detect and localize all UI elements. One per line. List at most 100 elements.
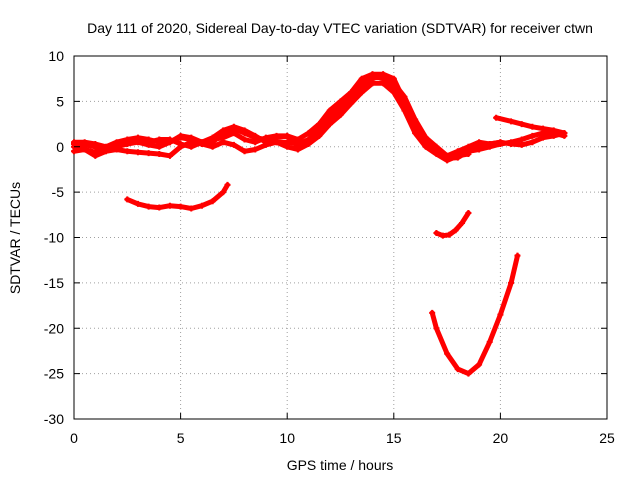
data-points <box>71 71 568 377</box>
data-point <box>71 139 77 146</box>
data-point <box>465 370 472 377</box>
data-point <box>188 205 195 212</box>
series-track-1 <box>71 73 568 159</box>
y-tick-label: -10 <box>44 230 64 246</box>
data-point <box>369 71 376 78</box>
series-line <box>71 80 471 163</box>
data-point <box>465 143 472 150</box>
series-line <box>124 182 230 211</box>
data-point <box>230 141 237 148</box>
data-point <box>166 139 173 146</box>
data-point <box>81 139 88 146</box>
data-point <box>412 121 419 128</box>
data-point <box>444 152 451 159</box>
data-point <box>230 130 237 137</box>
data-point <box>486 338 493 345</box>
data-point <box>348 89 355 96</box>
data-point <box>156 204 163 211</box>
data-point <box>433 143 440 150</box>
y-tick-label: 10 <box>48 48 64 64</box>
data-point <box>429 309 436 316</box>
data-point <box>550 132 557 139</box>
data-point <box>401 98 408 105</box>
series-track-4 <box>71 71 504 159</box>
data-point <box>294 146 301 153</box>
data-point <box>337 111 344 118</box>
data-point <box>252 146 259 153</box>
data-point <box>177 143 184 150</box>
data-point <box>358 89 365 96</box>
data-point <box>454 366 461 373</box>
data-point <box>476 361 483 368</box>
data-point <box>380 71 387 78</box>
series-track-7 <box>433 209 472 239</box>
data-point <box>316 121 323 128</box>
data-point <box>529 132 536 139</box>
series-line <box>429 253 520 377</box>
data-point <box>305 141 312 148</box>
chart-title: Day 111 of 2020, Sidereal Day-to-day VTE… <box>87 20 593 36</box>
y-tick-label: -15 <box>44 275 64 291</box>
data-point <box>412 130 419 137</box>
data-point <box>508 141 515 148</box>
data-point <box>493 114 500 121</box>
series-track-6 <box>124 181 231 212</box>
data-point <box>540 125 547 132</box>
data-point <box>294 136 301 143</box>
data-point <box>316 132 323 139</box>
data-point <box>166 152 173 159</box>
data-point <box>145 203 152 210</box>
data-point <box>230 123 237 130</box>
data-point <box>220 127 227 134</box>
data-point <box>177 203 184 210</box>
data-point <box>284 132 291 139</box>
data-point <box>433 151 440 158</box>
data-point <box>113 139 120 146</box>
data-point <box>134 149 141 156</box>
x-tick-label: 25 <box>599 430 615 446</box>
data-point <box>220 134 227 141</box>
data-point <box>262 141 269 148</box>
series-line <box>433 210 471 239</box>
data-point <box>358 75 365 82</box>
y-tick-label: -25 <box>44 366 64 382</box>
data-point <box>486 141 493 148</box>
y-tick-label: -20 <box>44 320 64 336</box>
data-point <box>124 136 131 143</box>
data-point <box>252 132 259 139</box>
data-point <box>476 139 483 146</box>
data-point <box>241 148 248 155</box>
data-point <box>497 139 504 146</box>
x-tick-label: 0 <box>70 430 78 446</box>
data-point <box>380 80 387 87</box>
data-point <box>444 350 451 357</box>
data-point <box>337 98 344 105</box>
data-point <box>92 141 99 148</box>
data-point <box>124 148 131 155</box>
data-point <box>177 132 184 139</box>
data-point <box>209 143 216 150</box>
data-point <box>369 80 376 87</box>
data-point <box>124 196 131 203</box>
data-point <box>446 231 453 238</box>
axis-ticks: 0 5 10 15 20 25 10 5 0 -5 -10 -15 -20 -25 -30 <box>44 48 615 446</box>
data-point <box>422 143 429 150</box>
y-axis-label: SDTVAR / TECUs <box>7 182 23 294</box>
data-point <box>390 89 397 96</box>
y-tick-label: 5 <box>56 93 64 109</box>
data-point <box>198 202 205 209</box>
data-point <box>508 279 515 286</box>
data-point <box>439 232 446 239</box>
data-point <box>497 311 504 318</box>
data-point <box>508 118 515 125</box>
data-point <box>459 219 466 226</box>
data-point <box>92 152 99 159</box>
data-point <box>326 107 333 114</box>
data-point <box>102 143 109 150</box>
y-tick-label: -30 <box>44 411 64 427</box>
data-point <box>529 123 536 130</box>
series-track-8 <box>429 252 521 377</box>
data-point <box>422 134 429 141</box>
data-point <box>113 146 120 153</box>
data-point <box>454 148 461 155</box>
